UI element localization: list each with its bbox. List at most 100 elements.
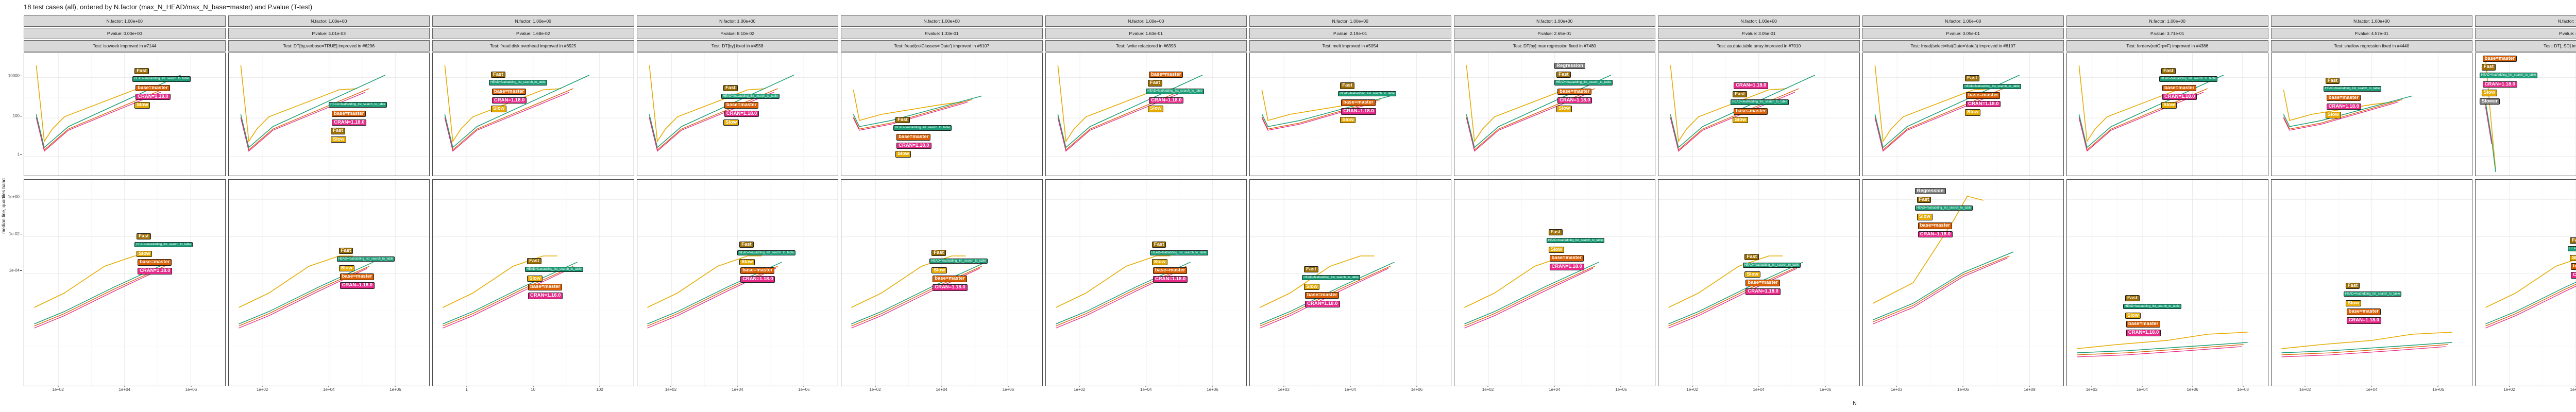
strip-nfactor: N.factor: 1.00e+00: [24, 15, 226, 27]
x-tick-label: 1e+04: [732, 387, 743, 392]
series-label-cran: CRAN=1.18.0: [2346, 317, 2381, 324]
x-axis-ticks: 1e+02 1e+04 1e+06: [1045, 386, 1247, 393]
x-tick-mark: [2509, 386, 2510, 387]
series-label-cran: CRAN=1.18.0: [2482, 81, 2518, 88]
panel-kilobytes: Fast HEAD=feat/adding_list_search_to_tabl…: [841, 53, 1043, 176]
series-line-slow: [2281, 332, 2452, 349]
series-label-fast: Fast: [490, 71, 505, 78]
series-line-slow: [853, 90, 961, 121]
series-line-head: [647, 262, 782, 324]
series-line-cran: [2281, 347, 2446, 357]
series-label-slow: Slow: [1304, 283, 1320, 290]
x-tick-label: 1e+02: [1073, 387, 1086, 392]
series-line-cran: [2283, 102, 2398, 130]
series-label-base: base=master: [340, 273, 375, 280]
series-label-fast: Fast: [1148, 80, 1162, 87]
x-tick-label: 1e+06: [1411, 387, 1423, 392]
panel-kilobytes: Fast HEAD=feat/adding_list_search_to_tabl…: [432, 53, 634, 176]
series-label-cran: CRAN=1.18.0: [492, 97, 527, 104]
strip-pvalue: P.value: 3.05e-01: [1658, 28, 1860, 39]
series-label-head: HEAD=feat/adding_list_search_to_table: [893, 125, 952, 131]
panel-seconds: Fast HEAD=feat/adding_list_search_to_tabl…: [2270, 179, 2472, 386]
facet-grid-figure: median line, quartiles band 10000 100 1 1e+…: [0, 15, 2576, 397]
series-label-slow: Slow: [338, 265, 354, 272]
facet-column: N.factor: 1.00e+00 P.value: 1.33e-01 Test:…: [841, 15, 1043, 397]
series-label-cran: CRAN=1.18.0: [332, 119, 367, 126]
series-label-cran: CRAN=1.18.0: [1305, 301, 1340, 307]
strip-nfactor: N.factor: 1.00e+00: [432, 15, 634, 27]
y-tick-label: 1e+00: [8, 194, 20, 199]
series-line-base: [1668, 266, 1799, 326]
strip-pvalue: P.value: 2.19e-01: [1249, 28, 1451, 39]
facet-column: N.factor: 1.00e+00 P.value: 2.65e-01 Test:…: [1453, 15, 1655, 397]
series-label-head: HEAD=feat/adding_list_search_to_table: [2568, 246, 2576, 252]
series-label-cran: CRAN=1.18.0: [1966, 100, 2001, 108]
series-label-slow: Slow: [1744, 271, 1760, 278]
x-tick-label: 1e+02: [256, 387, 268, 392]
x-tick-label: 1e+02: [2503, 387, 2515, 392]
series-label-head: HEAD=feat/adding_list_search_to_table: [737, 250, 795, 256]
strip-test: Test: fread(colClasses='Date') improved …: [841, 40, 1043, 52]
series-label-fast: Fast: [2325, 77, 2340, 84]
series-line-head: [241, 75, 385, 147]
series-line-slow: [2485, 256, 2576, 307]
y-tick-label: 1e-04: [9, 268, 20, 273]
series-line-slow: [443, 256, 557, 307]
series-label-base: base=master: [2162, 84, 2197, 92]
series-label-head: HEAD=feat/adding_list_search_to_table: [1150, 250, 1208, 256]
series-label-base: base=master: [528, 284, 563, 290]
series-label-slow: Slow: [2481, 90, 2497, 96]
x-tick-label: 1e+06: [1207, 387, 1218, 392]
series-label-cran: CRAN=1.18.0: [1557, 97, 1592, 104]
series-label-slow: Slow: [2125, 312, 2141, 319]
series-label-fast: Fast: [1917, 196, 1931, 203]
series-line-head: [1466, 75, 1611, 147]
strip-nfactor: N.factor: 1.00e+00: [2066, 15, 2268, 27]
series-label-cran: CRAN=1.18.0: [724, 110, 759, 117]
series-label-base: base=master: [138, 259, 172, 266]
x-tick-mark: [1554, 386, 1555, 387]
series-line-cran: [2485, 107, 2492, 144]
facet-column: N.factor: 1.00e+00 P.value: 3.05e-01 Test:…: [1658, 15, 1860, 397]
x-tick-mark: [2192, 386, 2193, 387]
series-label-base: base=master: [1341, 99, 1376, 106]
series-line-slow: [2077, 332, 2247, 349]
facet-column: N.factor: 1.00e+00 P.value: 2.19e-01 Test:…: [1249, 15, 1451, 397]
series-label-head: HEAD=feat/adding_list_search_to_table: [1742, 262, 1801, 268]
x-tick-label: 1e+04: [1549, 387, 1561, 392]
series-line-head: [1056, 262, 1190, 324]
facet-column: N.factor: 1.00e+00P.value: 4.99e-01Test:…: [2475, 15, 2576, 397]
series-label-head: HEAD=feat/adding_list_search_to_table: [1146, 89, 1204, 94]
series-label-slow: Slow: [739, 259, 755, 266]
x-tick-label: 10: [531, 387, 536, 392]
series-label-slow: Slow: [331, 136, 347, 143]
series-line-base: [1056, 266, 1186, 326]
series-label-base: base=master: [933, 276, 967, 282]
series-label-slow: Slow: [137, 250, 152, 258]
series-label-base: base=master: [1305, 292, 1340, 299]
strip-nfactor: N.factor: 1.00e+00: [2270, 15, 2472, 27]
x-tick-label: 1e+04: [2366, 387, 2378, 392]
series-label-fast: Fast: [1151, 242, 1166, 248]
x-axis-ticks: 1e+02 1e+04 1e+06: [841, 386, 1043, 393]
series-line-base: [443, 266, 573, 326]
series-label-head: HEAD=feat/adding_list_search_to_table: [721, 93, 779, 99]
series-label-head: HEAD=feat/adding_list_search_to_table: [929, 258, 988, 264]
series-line-slow: [1260, 256, 1374, 307]
strip-test: Test: as.data.table.array improved in #7…: [1658, 40, 1860, 52]
series-label-regression: Regression: [1914, 188, 1946, 195]
x-tick-mark: [2029, 386, 2030, 387]
series-line-slow: [851, 256, 965, 307]
strip-nfactor: N.factor: 1.00e+00: [228, 15, 430, 27]
series-label-head: HEAD=feat/adding_list_search_to_table: [1731, 99, 1789, 106]
series-line-head: [853, 96, 981, 127]
strip-pvalue: P.value: 1.63e-01: [1045, 28, 1247, 39]
facet-column: N.factor: 1.00e+00 P.value: 8.10e-02 Test:…: [636, 15, 838, 397]
x-axis-ticks: 1e+02 1e+04 1e+06 1e+08: [2066, 386, 2268, 393]
series-line-head: [1873, 252, 2013, 320]
page-title: 18 test cases (all), ordered by N.factor…: [24, 3, 313, 11]
series-label-base: base=master: [740, 267, 775, 274]
strip-test: Test: DT[by] fixed in #4558: [636, 40, 838, 52]
series-label-fast: Fast: [739, 242, 754, 248]
series-line-slow: [647, 256, 761, 307]
